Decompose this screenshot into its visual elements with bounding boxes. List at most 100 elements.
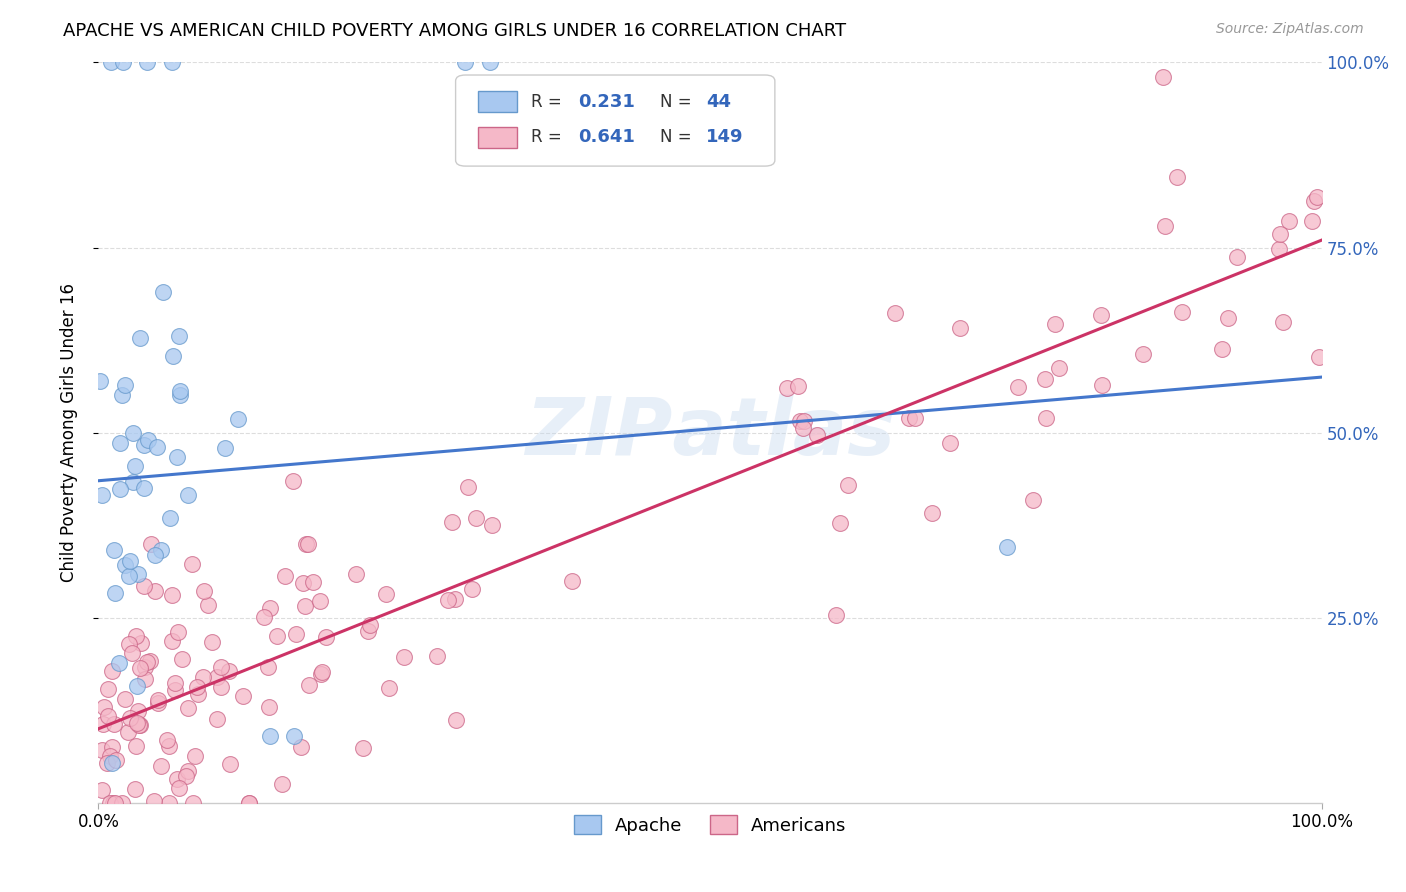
Point — [111, 388, 134, 402]
Point — [478, 55, 501, 70]
Point — [143, 548, 166, 562]
Point — [1211, 342, 1233, 356]
Point — [837, 478, 859, 492]
Point — [209, 660, 232, 674]
Point — [150, 543, 173, 558]
Legend: Apache, Americans: Apache, Americans — [567, 808, 853, 842]
Point — [118, 637, 141, 651]
Point — [238, 796, 260, 810]
Point — [128, 331, 150, 345]
Point — [1022, 492, 1045, 507]
Point — [1043, 318, 1066, 332]
Point — [359, 618, 381, 632]
Point — [1268, 242, 1291, 256]
Point — [297, 537, 319, 551]
Point — [166, 772, 188, 787]
Point — [134, 672, 156, 686]
Point — [291, 575, 314, 590]
Point — [180, 557, 202, 571]
Point — [101, 664, 124, 678]
Point — [132, 482, 155, 496]
Point — [315, 630, 337, 644]
Point — [259, 600, 281, 615]
Point — [141, 537, 163, 551]
Point — [197, 599, 219, 613]
Point — [132, 579, 155, 593]
Point — [118, 554, 141, 568]
Point — [939, 436, 962, 450]
Point — [97, 681, 120, 696]
Point — [91, 717, 114, 731]
Point — [344, 567, 367, 582]
Point — [96, 756, 118, 770]
Point — [789, 414, 811, 428]
Point — [444, 713, 467, 727]
Point — [1301, 213, 1323, 227]
Point — [90, 783, 112, 797]
Point — [193, 583, 215, 598]
Point — [124, 459, 146, 474]
Point — [125, 679, 148, 693]
Point — [1035, 411, 1057, 425]
Point — [457, 480, 479, 494]
Point — [218, 664, 240, 678]
Point — [444, 592, 467, 607]
Point — [1007, 380, 1029, 394]
Point — [134, 659, 156, 673]
Point — [1271, 315, 1294, 329]
Point — [103, 716, 125, 731]
Point — [824, 607, 846, 622]
Bar — [478, 91, 517, 112]
Point — [166, 450, 188, 464]
Point — [100, 756, 122, 770]
Point — [792, 421, 814, 435]
Point — [114, 692, 136, 706]
Point — [160, 634, 183, 648]
Point — [205, 671, 228, 685]
Point — [89, 374, 111, 388]
Point — [108, 656, 131, 670]
Point — [1303, 194, 1326, 208]
Point — [159, 511, 181, 525]
Text: Source: ZipAtlas.com: Source: ZipAtlas.com — [1216, 22, 1364, 37]
Point — [108, 482, 131, 496]
Point — [127, 704, 149, 718]
Point — [426, 649, 449, 664]
Text: N =: N = — [659, 93, 692, 111]
Point — [114, 558, 136, 573]
Point — [1306, 190, 1329, 204]
Point — [298, 678, 321, 692]
Point — [1166, 170, 1188, 185]
Point — [1278, 213, 1301, 227]
Point — [97, 708, 120, 723]
Point — [266, 629, 288, 643]
Point — [143, 584, 166, 599]
Point — [146, 440, 169, 454]
Point — [1226, 251, 1249, 265]
Point — [1154, 219, 1177, 234]
Point — [283, 729, 305, 743]
Point — [90, 488, 112, 502]
Point — [118, 569, 141, 583]
Point — [177, 488, 200, 502]
Point — [165, 676, 187, 690]
Point — [167, 328, 190, 343]
Point — [124, 782, 146, 797]
Point — [121, 426, 143, 441]
Point — [162, 349, 184, 363]
Point — [214, 441, 236, 455]
Point — [231, 689, 253, 703]
Point — [454, 55, 477, 70]
Point — [176, 764, 198, 778]
Text: ZIP​atlas: ZIP​atlas — [524, 393, 896, 472]
Point — [461, 582, 484, 596]
Point — [127, 716, 149, 731]
Point — [377, 681, 399, 695]
Point — [136, 434, 159, 448]
Point — [111, 55, 134, 70]
Point — [302, 574, 325, 589]
Point — [187, 687, 209, 701]
Point — [253, 610, 276, 624]
Point — [122, 475, 145, 489]
Point — [136, 655, 159, 669]
